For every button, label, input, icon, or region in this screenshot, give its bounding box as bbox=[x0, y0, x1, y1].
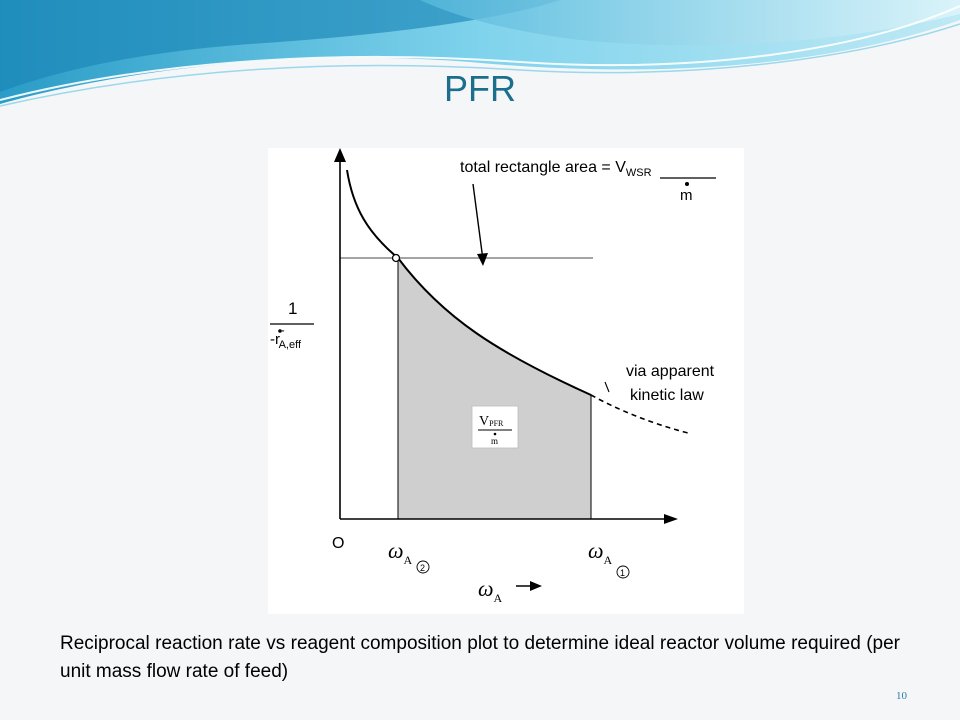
omega-a1-circled-number: 1 bbox=[620, 568, 625, 578]
origin-label: O bbox=[332, 535, 344, 552]
annotation-right-line2: kinetic law bbox=[630, 387, 704, 404]
y-axis-arrow-icon bbox=[334, 148, 346, 162]
y-label-numerator: 1 bbox=[288, 299, 297, 318]
slide-title: PFR bbox=[444, 68, 516, 109]
y-label-denominator: -r''' A,eff bbox=[270, 329, 302, 351]
omega-a1-label: ωA bbox=[588, 538, 613, 567]
rate-curve-extrapolation bbox=[590, 394, 689, 434]
omega-a2-circled-number: 2 bbox=[420, 563, 425, 573]
omega-a2-circle bbox=[416, 560, 430, 574]
omega-a2-label: ωA bbox=[388, 538, 413, 567]
y-label-dot bbox=[278, 329, 282, 333]
header-wave-line bbox=[0, 5, 960, 101]
x-axis-label-arrowhead-icon bbox=[530, 581, 542, 591]
pfr-shaded-area bbox=[397, 256, 592, 520]
header-wave-light bbox=[420, 0, 960, 46]
vpfr-denominator: m bbox=[491, 436, 498, 446]
annotation-top-denominator: m bbox=[680, 187, 693, 204]
annotation-right-line1: via apparent bbox=[626, 363, 715, 380]
x-axis-label: ωA bbox=[478, 576, 503, 605]
header-wave-front bbox=[0, 0, 560, 92]
slide-number: 10 bbox=[896, 690, 907, 702]
x-axis-arrow-icon bbox=[664, 514, 678, 524]
annotation-top-arrowhead-icon bbox=[477, 253, 488, 266]
annotation-top-dot bbox=[685, 182, 689, 186]
vpfr-label-box bbox=[471, 405, 519, 449]
slide-caption: Reciprocal reaction rate vs reagent comp… bbox=[60, 633, 900, 682]
annotation-top-text: total rectangle area = VWSR bbox=[460, 159, 652, 179]
omega-a1-circle bbox=[616, 565, 630, 579]
intersection-point bbox=[391, 253, 401, 263]
rate-curve bbox=[346, 169, 592, 396]
annotation-right-pointer bbox=[604, 381, 610, 393]
vpfr-numerator: VPFR bbox=[479, 414, 504, 429]
pfr-diagram: total rectangle area = VWSR m via appare… bbox=[270, 148, 716, 605]
vpfr-dot bbox=[493, 432, 497, 436]
annotation-top-arrow bbox=[472, 183, 484, 261]
